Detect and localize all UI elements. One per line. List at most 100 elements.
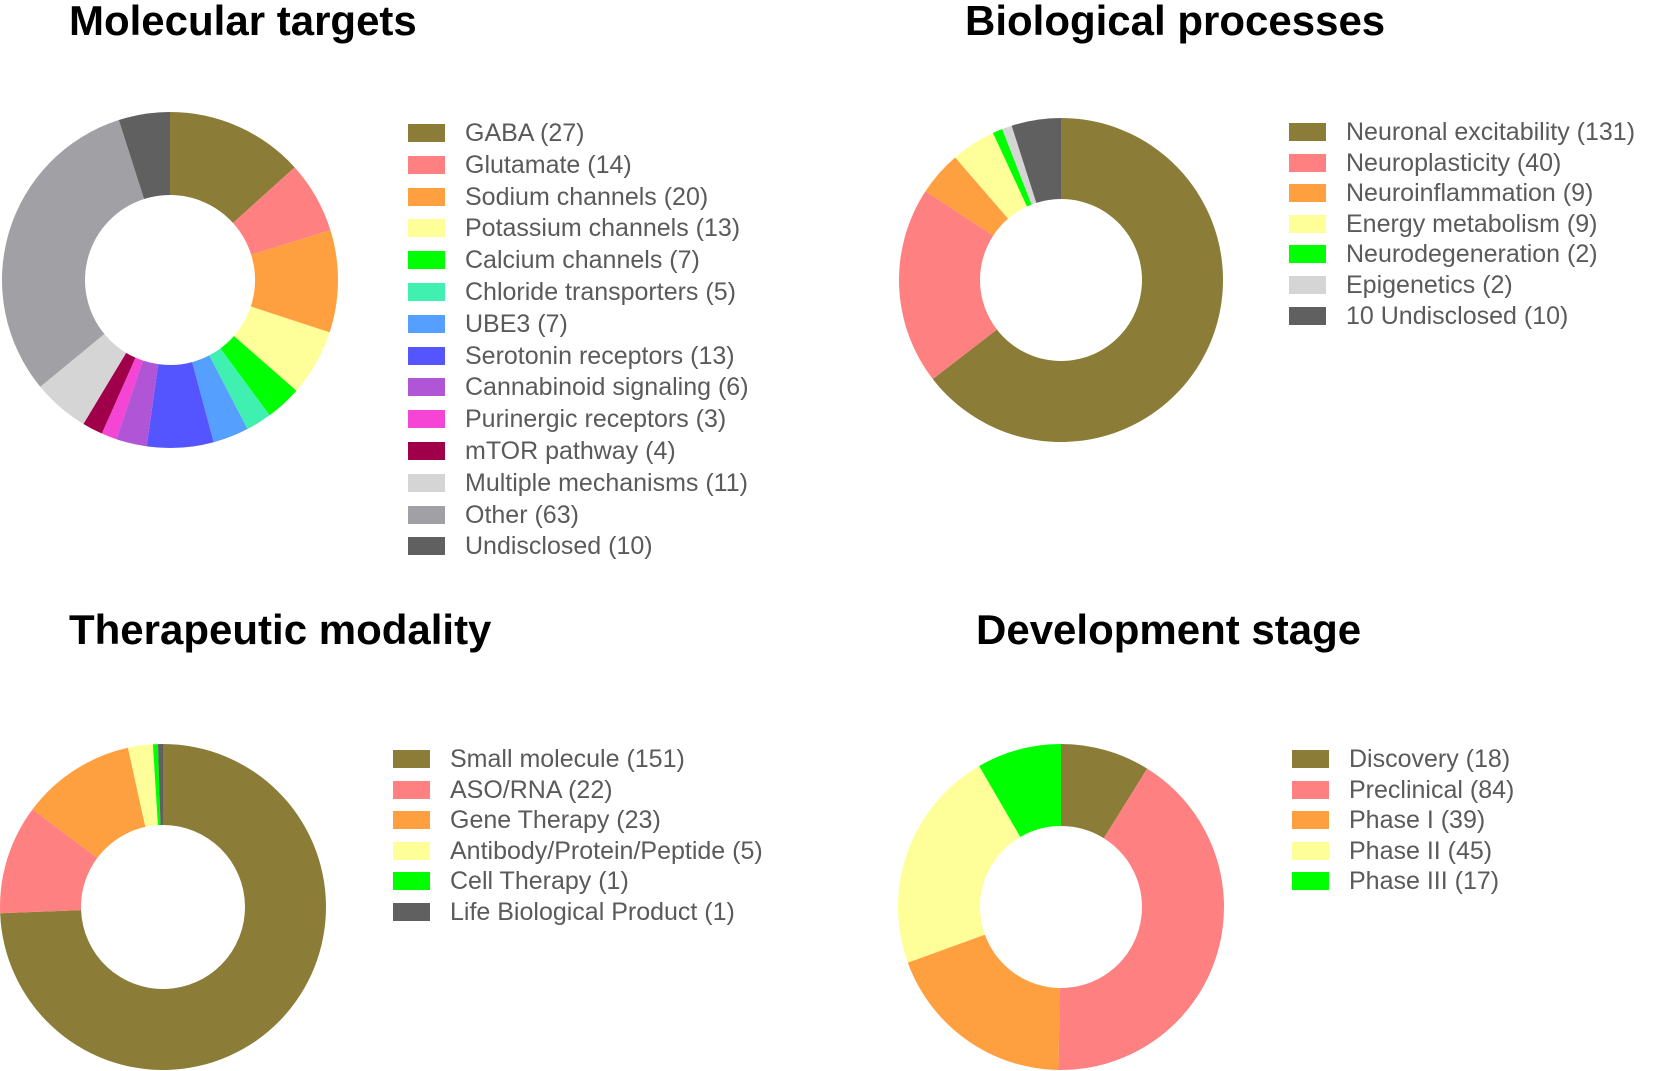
- slice-cell-therapy: [152, 744, 161, 826]
- donut-development-stage: [897, 744, 1224, 1070]
- slice-gaba: [170, 112, 295, 223]
- legend-label: Neuroinflammation (9): [1346, 179, 1594, 208]
- legend-swatch: [1289, 245, 1326, 264]
- slice-gene-therapy: [32, 747, 146, 858]
- slice-preclinical: [1058, 768, 1224, 1070]
- slice-sodium-channels: [250, 230, 338, 333]
- slice-neurodegeneration: [992, 129, 1032, 207]
- slice-mtor-pathway: [83, 352, 136, 434]
- slice-cannabinoid-signaling: [116, 360, 159, 447]
- legend-label: mTOR pathway (4): [465, 437, 676, 465]
- slice-neuronal-excitability: [932, 118, 1223, 442]
- slice-neuroplasticity: [899, 191, 997, 380]
- legend-label: Undisclosed (10): [465, 532, 653, 561]
- legend-swatch: [393, 811, 430, 830]
- slice-undisclosed: [118, 112, 170, 200]
- slice-life-biological-product: [157, 744, 163, 826]
- slice-multiple-mechanisms: [40, 334, 127, 424]
- title-therapeutic-modality: Therapeutic modality: [69, 606, 492, 653]
- slice-other: [1, 119, 145, 387]
- slice-chloride-transporters: [209, 348, 270, 430]
- legend-swatch: [1289, 214, 1326, 233]
- legend-swatch: [408, 314, 445, 333]
- slice-energy-metabolism: [955, 132, 1027, 219]
- legend-label: Gene Therapy (23): [450, 806, 661, 835]
- legend-label: Multiple mechanisms (11): [465, 468, 748, 497]
- legend-label: Neurodegeneration (2): [1346, 240, 1598, 269]
- legend-label: Phase II (45): [1349, 836, 1493, 865]
- legend-swatch: [408, 473, 445, 492]
- legend-swatch: [408, 505, 445, 524]
- legend-swatch: [1292, 872, 1329, 891]
- legend-label: Phase III (17): [1349, 867, 1500, 896]
- slice-aso-rna: [0, 809, 98, 914]
- slice-epigenetics: [1002, 125, 1037, 205]
- donut-therapeutic-modality: [0, 744, 327, 1070]
- legend-swatch: [408, 124, 445, 142]
- legend-label: Sodium channels (20): [465, 182, 709, 211]
- legend-swatch: [393, 750, 430, 768]
- slice-phase-i: [907, 934, 1060, 1070]
- legend-label: Epigenetics (2): [1346, 271, 1513, 299]
- title-molecular-targets: Molecular targets: [69, 0, 417, 44]
- legend-label: Purinergic receptors (3): [465, 405, 727, 434]
- slice-calcium-channels: [220, 336, 297, 416]
- slice-neuroinflammation: [925, 157, 1009, 236]
- slice-small-molecule: [0, 744, 327, 1070]
- legend-swatch: [1289, 123, 1326, 141]
- legend-label: Energy metabolism (9): [1346, 209, 1598, 238]
- slice-serotonin-receptors: [146, 362, 214, 449]
- donut-biological-processes: [899, 118, 1223, 442]
- legend-label: Antibody/Protein/Peptide (5): [450, 836, 763, 865]
- legend-swatch: [408, 251, 445, 270]
- legend-swatch: [393, 872, 430, 891]
- slice-phase-iii: [979, 744, 1061, 837]
- slice-phase-ii: [897, 766, 1021, 963]
- legend-swatch: [1292, 811, 1329, 830]
- legend-swatch: [1289, 184, 1326, 203]
- legend-label: 10 Undisclosed (10): [1346, 301, 1569, 330]
- slice-potassium-channels: [233, 306, 330, 391]
- legend-swatch: [408, 410, 445, 429]
- legend-swatch: [408, 442, 445, 460]
- legend-swatch: [1289, 306, 1326, 325]
- legend-label: Potassium channels (13): [465, 214, 741, 243]
- legend-label: Cannabinoid signaling (6): [465, 373, 749, 402]
- legend-label: Serotonin receptors (13): [465, 341, 735, 370]
- legend-swatch: [393, 841, 430, 860]
- legend-label: Small molecule (151): [450, 745, 685, 773]
- donut-molecular-targets: [1, 112, 338, 449]
- legend-swatch: [393, 780, 430, 799]
- legend-swatch: [408, 346, 445, 365]
- legend-swatch: [408, 283, 445, 301]
- legend-swatch: [408, 537, 445, 556]
- legend-label: Phase I (39): [1349, 806, 1486, 835]
- legend-swatch: [408, 155, 445, 174]
- slice-ube3: [192, 355, 248, 443]
- legend-swatch: [393, 903, 430, 921]
- legend-swatch: [1292, 780, 1329, 799]
- legend-swatch: [408, 187, 445, 206]
- slice-discovery: [1061, 744, 1148, 839]
- legend-label: Preclinical (84): [1349, 775, 1515, 804]
- legend-label: Other (63): [465, 500, 579, 529]
- legend-label: Life Biological Product (1): [450, 898, 735, 926]
- title-development-stage: Development stage: [976, 606, 1362, 653]
- legend-label: Glutamate (14): [465, 150, 632, 179]
- legend-swatch: [1289, 276, 1326, 294]
- legend-label: UBE3 (7): [465, 309, 568, 338]
- slice-purinergic-receptors: [101, 357, 143, 440]
- legend-label: Calcium channels (7): [465, 246, 700, 275]
- legend-label: GABA (27): [465, 119, 585, 147]
- legend-swatch: [1292, 841, 1329, 860]
- slice-antibody-protein-peptide: [127, 744, 158, 827]
- legend-swatch: [408, 378, 445, 397]
- legend-swatch: [1289, 153, 1326, 172]
- legend-label: Neuroplasticity (40): [1346, 148, 1562, 177]
- legend-label: Discovery (18): [1349, 745, 1511, 773]
- title-biological-processes: Biological processes: [965, 0, 1386, 44]
- legend-label: Chloride transporters (5): [465, 278, 736, 306]
- slice-glutamate: [233, 167, 331, 255]
- legend-swatch: [1292, 750, 1329, 768]
